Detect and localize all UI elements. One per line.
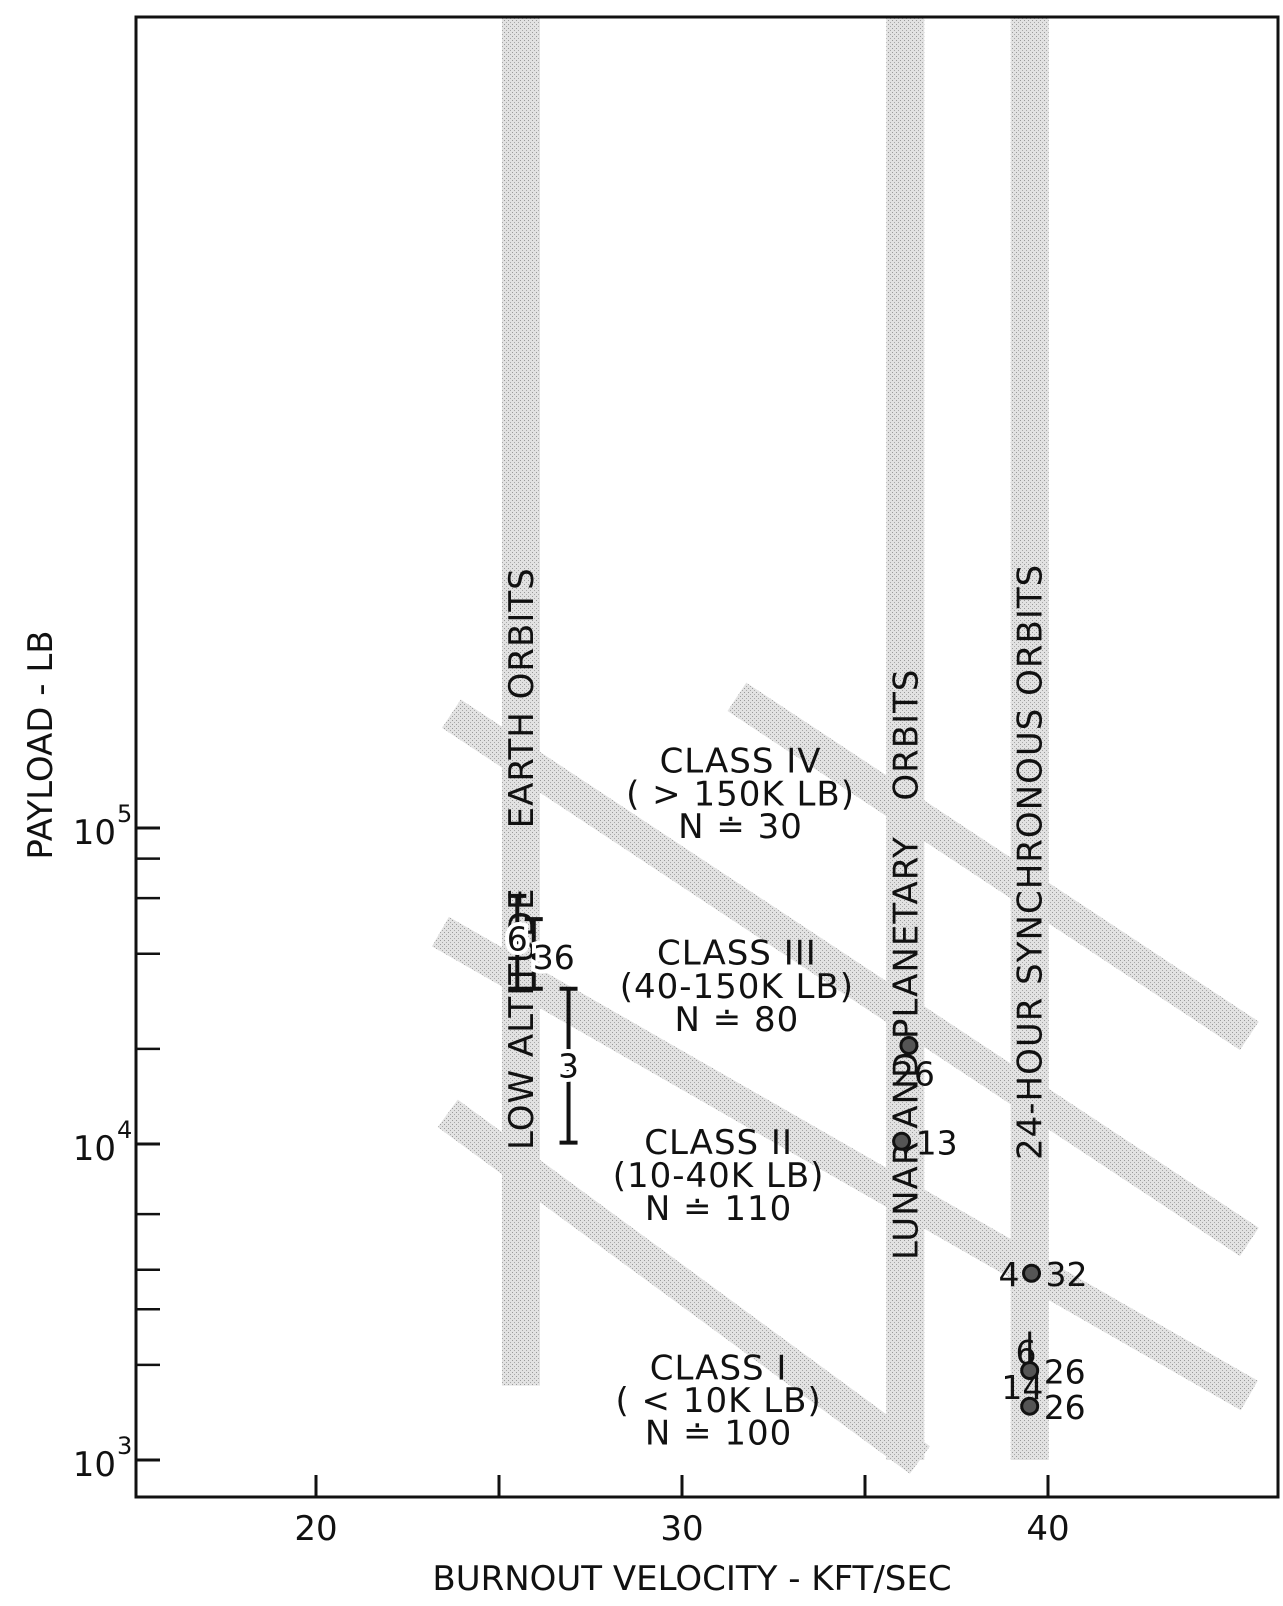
y-tick-label-base-10000: 10	[73, 1129, 116, 1169]
vertical-band-label-2: LUNAR AND PLANETARY ORBITS	[886, 669, 926, 1260]
range-label-6: 6	[507, 920, 528, 959]
data-point-label-3: 32	[1046, 1255, 1088, 1294]
y-tick-label-exponent-1000: 3	[117, 1432, 132, 1460]
diagonal-class-band-3	[442, 699, 1259, 1257]
x-tick-label-30: 30	[660, 1509, 703, 1549]
vertical-orbit-band-3	[1010, 17, 1049, 1460]
shaded-bands	[431, 17, 1259, 1474]
vertical-band-label-3: 24-HOUR SYNCHRONOUS ORBITS	[1011, 564, 1051, 1160]
plot-frame	[134, 15, 1280, 1499]
vertical-band-label-1: LOW ALTITUDE EARTH ORBITS	[502, 567, 542, 1150]
class-label-1-line-1: CLASS IV	[660, 741, 822, 781]
vertical-orbit-band-1	[501, 17, 540, 1386]
data-point-label-left-3: 4	[999, 1255, 1020, 1294]
class-label-4-line-1: CLASS I	[650, 1348, 788, 1388]
range-label-3: 3	[558, 1047, 579, 1086]
y-axis-title: PAYLOAD - LB	[21, 630, 61, 859]
class-label-2-line-2: (40-150K LB)	[620, 967, 854, 1007]
data-point-label-5: 26	[1044, 1388, 1086, 1427]
data-point-label-1: 26	[893, 1054, 935, 1093]
x-tick-label-40: 40	[1026, 1509, 1069, 1549]
point-side-label-1: 6	[1016, 1333, 1037, 1372]
class-label-4-line-2: ( < 10K LB)	[615, 1381, 821, 1421]
data-point-label-2: 13	[916, 1123, 958, 1162]
data-point-4	[1020, 1360, 1040, 1380]
point-side-label-2: 14	[1001, 1368, 1043, 1407]
class-labels: CLASS IV( > 150K LB)N ≐ 30 CLASS III(40-1…	[613, 741, 855, 1453]
y-tick-label-exponent-100000: 5	[117, 800, 132, 828]
y-tick-label-exponent-10000: 4	[117, 1116, 132, 1144]
class-label-3-line-3: N ≐ 110	[645, 1189, 792, 1229]
data-point-1	[899, 1035, 919, 1055]
x-axis-title: BURNOUT VELOCITY - KFT/SEC	[432, 1559, 951, 1599]
vertical-orbit-band-2	[886, 17, 925, 1460]
class-label-3-line-1: CLASS II	[644, 1123, 793, 1163]
class-label-2-line-1: CLASS III	[657, 933, 817, 973]
class-label-2-line-3: N ≐ 80	[674, 1000, 799, 1040]
diagonal-class-band-2	[431, 916, 1258, 1411]
class-label-1-line-3: N ≐ 30	[678, 807, 803, 847]
x-tick-label-20: 20	[294, 1509, 337, 1549]
class-label-3-line-2: (10-40K LB)	[613, 1156, 825, 1196]
y-tick-label-base-100000: 10	[73, 813, 116, 853]
class-label-1-line-2: ( > 150K LB)	[626, 774, 855, 814]
data-marks: LOW ALTITUDE EARTH ORBITS LUNAR AND PLANE…	[502, 564, 1088, 1427]
data-point-3	[1022, 1263, 1042, 1283]
data-point-5	[1020, 1396, 1040, 1416]
data-point-label-4: 26	[1044, 1352, 1086, 1391]
y-tick-label-base-1000: 10	[73, 1445, 116, 1485]
class-label-4-line-3: N ≐ 100	[645, 1413, 792, 1453]
range-label-36: 36	[533, 938, 575, 977]
data-point-2	[892, 1131, 912, 1151]
diagonal-class-band-4	[727, 682, 1259, 1050]
axis-ticks	[136, 826, 1050, 1497]
